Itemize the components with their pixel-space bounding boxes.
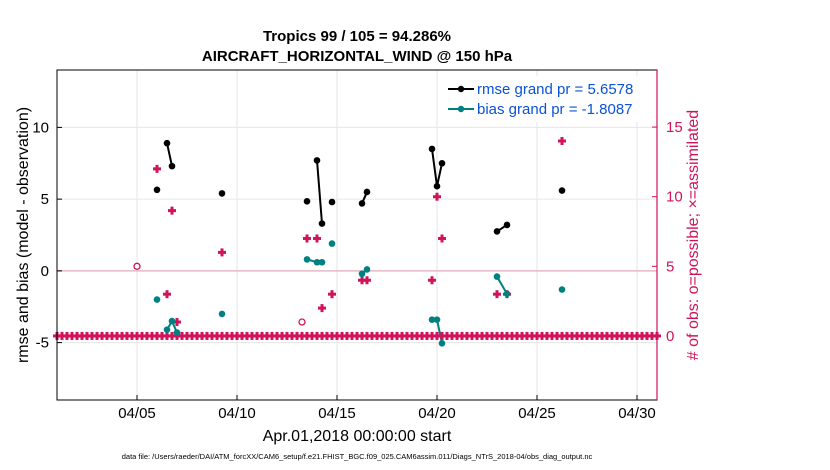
bias-point (303, 256, 311, 263)
rmse-point (503, 221, 511, 229)
obs-assimilated-point (433, 192, 441, 201)
x-tick-label: 04/10 (218, 405, 256, 422)
rmse-line-segment (166, 142, 173, 167)
rmse-point (328, 198, 336, 206)
x-tick-label: 04/20 (418, 405, 456, 422)
bias-point (428, 316, 436, 323)
obs-assimilated-point (363, 276, 371, 285)
obs-assimilated-point (493, 290, 501, 299)
bias-point (328, 240, 336, 247)
bias-point (358, 270, 366, 278)
y-tick-label-right: 0 (666, 328, 674, 345)
rmse-point (363, 188, 371, 196)
obs-assimilated-point (153, 164, 161, 173)
rmse-point (313, 157, 321, 164)
y-axis-label-left: rmse and bias (model - observation) (15, 107, 32, 363)
bias-point (503, 290, 511, 298)
x-axis-ticks: 04/05 04/10 04/15 04/20 04/25 04/30 (118, 395, 656, 422)
rmse-point (433, 182, 441, 190)
bias-point (173, 329, 181, 336)
y-tick-label-right: 15 (666, 119, 683, 136)
obs-assimilated-point (303, 234, 311, 243)
legend-rmse-marker (457, 85, 465, 93)
y-tick-label-right: 5 (666, 258, 674, 275)
y-tick-label-right: 10 (666, 189, 683, 206)
obs-assimilated-point (438, 234, 446, 243)
obs-possible-point (133, 262, 141, 270)
bias-point (493, 273, 501, 280)
plot-frame (57, 70, 657, 400)
legend-box (442, 76, 652, 122)
bias-point (218, 310, 226, 318)
chart-title: Tropics 99 / 105 = 94.286% (263, 28, 451, 45)
rmse-point (168, 162, 176, 170)
chart-subtitle: AIRCRAFT_HORIZONTAL_WIND @ 150 hPa (202, 48, 513, 65)
legend-bias-label: bias grand pr = -1.8087 (477, 101, 633, 118)
obs-assimilated-point (428, 276, 436, 285)
series-markers (53, 137, 661, 347)
left-axis-ticks: -5 0 5 10 (32, 119, 62, 352)
bias-point (433, 316, 441, 323)
legend-rmse-label: rmse grand pr = 5.6578 (477, 81, 633, 98)
x-axis-label: Apr.01,2018 00:00:00 start (263, 428, 452, 445)
right-axis-ticks: 0 5 10 15 (652, 119, 683, 345)
rmse-point (558, 187, 566, 194)
rmse-point (163, 139, 171, 147)
obs-assimilated-point (163, 290, 171, 299)
bias-point (168, 317, 176, 325)
obs-assimilated-point (168, 206, 176, 215)
bias-point (313, 258, 321, 266)
obs-assimilated-point (558, 137, 566, 146)
obs-possible-point (298, 318, 306, 326)
data-file-footnote: data file: /Users/raeder/DAI/ATM_forcXX/… (122, 452, 593, 461)
obs-assimilated-point (318, 304, 326, 313)
legend: rmse grand pr = 5.6578 bias grand pr = -… (442, 76, 652, 122)
rmse-point (358, 200, 366, 207)
y-tick-label-left: 10 (32, 119, 49, 136)
y-tick-label-left: -5 (36, 335, 49, 352)
rmse-line-segment (316, 160, 323, 224)
rmse-point (438, 159, 446, 167)
y-tick-label-left: 5 (41, 191, 49, 208)
bias-point (363, 266, 371, 273)
y-axis-label-right: # of obs: o=possible; ×=assimilated (685, 110, 702, 360)
bias-point (438, 340, 446, 347)
bias-line-segment (496, 276, 508, 295)
rmse-point (303, 197, 311, 205)
legend-bias-marker (457, 105, 465, 113)
bias-point (318, 258, 326, 266)
rmse-point (428, 145, 436, 153)
rmse-point (218, 190, 226, 197)
x-tick-label: 04/25 (518, 405, 556, 422)
bias-point (558, 286, 566, 293)
obs-assimilated-point (328, 290, 336, 299)
rmse-point (493, 228, 501, 235)
rmse-point (153, 186, 161, 194)
obs-assimilated-point (218, 248, 226, 257)
x-tick-label: 04/15 (318, 405, 356, 422)
y-tick-label-left: 0 (41, 263, 49, 280)
bias-point (163, 326, 171, 333)
rmse-point (318, 220, 326, 227)
obs-assimilated-point (313, 234, 321, 243)
x-tick-label: 04/05 (118, 405, 156, 422)
bias-point (153, 296, 161, 303)
x-tick-label: 04/30 (618, 405, 656, 422)
